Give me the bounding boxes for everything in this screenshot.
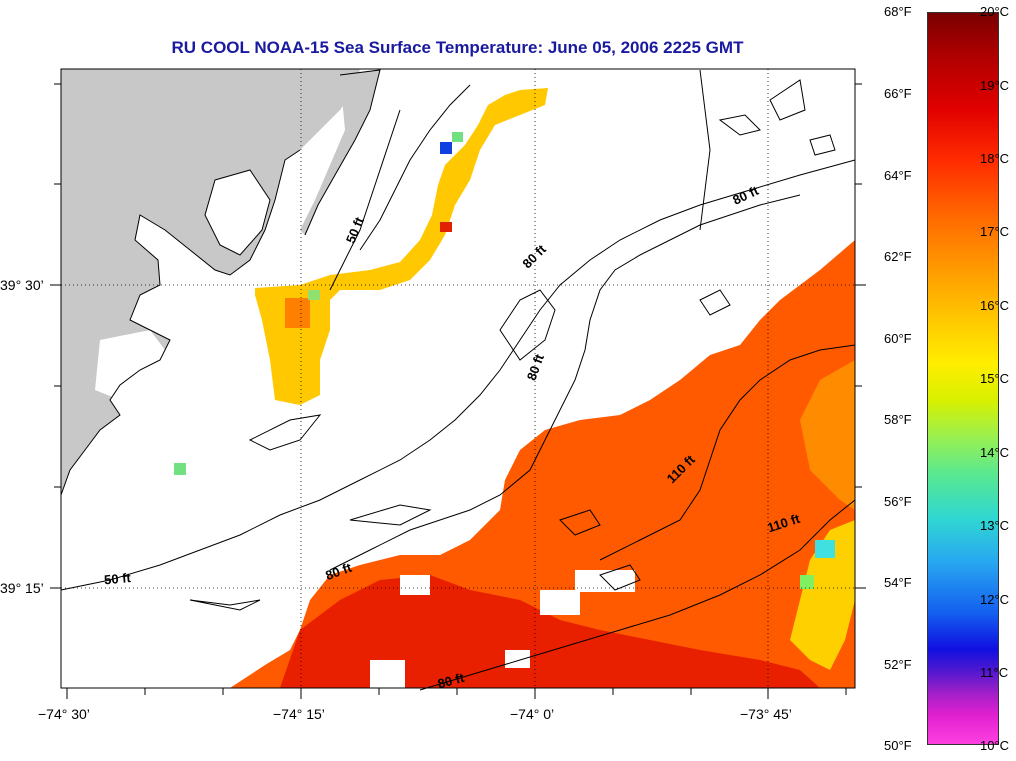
colorbar-c-label: 17°C [980,224,1010,239]
sst-hot-region [280,575,820,688]
bathymetry-contours [60,69,856,691]
marsh [95,330,165,400]
colorbar-f-label: 56°F [884,494,912,509]
colorbar-f-label: 54°F [884,575,912,590]
y-tick-label: 39° 15’ [0,580,44,596]
colorbar-f-label: 64°F [884,168,912,183]
colorbar-c-label: 19°C [980,78,1010,93]
colorbar-c-label: 20°C [980,4,1010,19]
colorbar-c-label: 10°C [980,738,1010,753]
colorbar-f-label: 62°F [884,249,912,264]
colorbar-f-label: 52°F [884,657,912,672]
coastline [60,69,381,496]
contour-label-50ft-west: 50 ft [103,570,132,587]
colorbar-f-label: 60°F [884,331,912,346]
colorbar-c-label: 15°C [980,371,1010,386]
colorbar-f-label: 66°F [884,86,912,101]
x-tick-label: −74° 30’ [38,706,90,722]
map-frame [60,68,856,689]
x-tick-label: −73° 45’ [740,706,792,722]
colorbar-f-label: 50°F [884,738,912,753]
contour-label-80ft-bottom: 80 ft [436,670,466,692]
barrier-island [300,70,380,235]
axis-ticks [50,83,866,699]
colorbar-f-label: 68°F [884,4,912,19]
x-tick-label: −74° 0’ [510,706,555,722]
graticule [61,69,855,688]
colorbar-c-label: 14°C [980,445,1010,460]
map-title: RU COOL NOAA-15 Sea Surface Temperature:… [171,38,744,57]
colorbar-c-label: 13°C [980,518,1010,533]
sst-cool-patch [790,520,855,670]
bay [205,170,270,255]
temperature-colorbar [927,12,999,745]
colorbar-c-label: 12°C [980,592,1010,607]
sst-orange-band [800,360,855,510]
sst-nearshore-streak [255,88,548,405]
y-tick-label: 39° 30’ [0,277,44,293]
x-tick-label: −74° 15’ [273,706,325,722]
sst-warm-region [230,240,855,688]
land-mass [61,69,360,495]
colorbar-c-label: 16°C [980,298,1010,313]
colorbar-c-label: 11°C [980,665,1009,680]
colorbar-c-label: 18°C [980,151,1010,166]
colorbar-f-label: 58°F [884,412,912,427]
